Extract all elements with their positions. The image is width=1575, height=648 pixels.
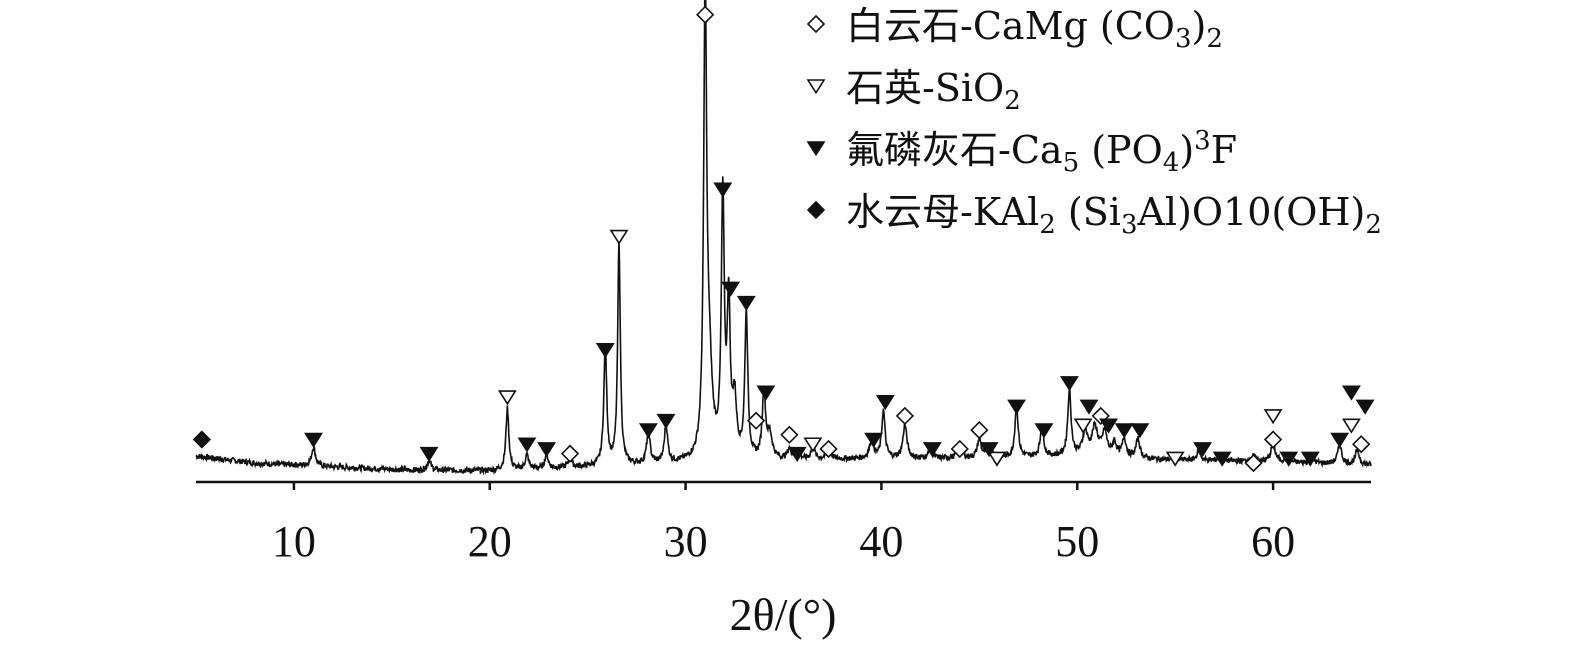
open-diamond-marker (1244, 453, 1263, 473)
filled-triangle-down-marker (1130, 423, 1150, 439)
peak-markers (192, 5, 1375, 473)
x-tick-label: 20 (468, 517, 512, 566)
filled-triangle-down-marker (979, 442, 999, 458)
open-diamond-marker (696, 5, 715, 24)
open-diamond-marker (780, 425, 799, 444)
open-triangle-down-marker (1341, 418, 1361, 434)
open-triangle-down-marker (1165, 451, 1185, 467)
legend-open-diamond-marker (806, 14, 826, 34)
filled-triangle-down-marker (736, 295, 756, 311)
legend-filled-triangle-down-marker (806, 141, 826, 157)
open-diamond-marker (819, 439, 838, 459)
filled-triangle-down-marker (1300, 451, 1320, 467)
legend-entry: 石英-SiO2​ (846, 66, 1021, 116)
filled-triangle-down-marker (595, 343, 615, 359)
x-tick-label: 60 (1251, 517, 1295, 566)
filled-triangle-down-marker (1099, 418, 1119, 434)
filled-triangle-down-marker (656, 413, 676, 429)
filled-triangle-down-marker (1059, 376, 1079, 392)
filled-triangle-down-marker (1034, 423, 1054, 439)
filled-triangle-down-marker (922, 442, 942, 458)
xrd-trace (195, 0, 1372, 476)
open-diamond-marker (970, 420, 989, 440)
filled-triangle-down-marker (1114, 423, 1134, 439)
filled-triangle-down-marker (1079, 399, 1099, 415)
filled-triangle-down-marker (419, 446, 439, 462)
open-diamond-marker (1352, 435, 1371, 454)
x-tick-label: 30 (664, 517, 708, 566)
x-axis-label: 2θ/(°) (730, 589, 837, 640)
filled-triangle-down-marker (304, 432, 323, 448)
filled-triangle-down-marker (787, 446, 807, 462)
filled-diamond-marker (192, 430, 212, 449)
x-ticks: 10 20 30 40 50 60 (272, 482, 1295, 566)
filled-triangle-down-marker (517, 437, 537, 453)
legend: 白云石-CaMg (CO3​)2​ 石英-SiO2​ 氟磷灰石-Ca5​ (PO4​… (806, 4, 1382, 240)
filled-triangle-down-marker (1212, 451, 1232, 467)
filled-triangle-down-marker (1341, 385, 1361, 401)
filled-triangle-down-marker (721, 281, 741, 297)
legend-entry: 白云石-CaMg (CO3​)2​ (846, 4, 1223, 54)
open-triangle-down-marker (803, 437, 823, 453)
filled-triangle-down-marker (713, 182, 733, 198)
filled-triangle-down-marker (756, 385, 776, 401)
open-diamond-marker (560, 444, 580, 463)
legend-entry: 水云母-KAl2​ (Si3​Al)O10(OH)2​ (846, 190, 1382, 240)
legend-filled-diamond-marker (806, 200, 826, 220)
open-diamond-marker (895, 406, 915, 426)
legend-open-triangle-down-marker (806, 79, 826, 95)
filled-triangle-down-marker (638, 423, 658, 439)
filled-triangle-down-marker (1330, 432, 1350, 448)
filled-triangle-down-marker (1007, 399, 1026, 415)
x-tick-label: 10 (272, 517, 316, 566)
open-triangle-down-marker (1263, 409, 1283, 425)
filled-triangle-down-marker (1193, 442, 1213, 458)
open-diamond-marker (1263, 430, 1283, 449)
x-tick-label: 40 (859, 517, 903, 566)
open-triangle-down-marker (1073, 418, 1093, 434)
legend-entry: 氟磷灰石-Ca5​ (PO4​)3​F (846, 126, 1237, 178)
filled-triangle-down-marker (864, 432, 884, 448)
open-triangle-down-marker (497, 390, 517, 406)
open-triangle-down-marker (609, 229, 629, 245)
open-triangle-down-marker (987, 451, 1007, 467)
x-tick-label: 50 (1055, 517, 1099, 566)
filled-triangle-down-marker (537, 442, 556, 458)
filled-triangle-down-marker (1355, 399, 1375, 415)
filled-triangle-down-marker (875, 394, 895, 411)
open-diamond-marker (950, 439, 969, 459)
open-diamond-marker (746, 411, 766, 430)
filled-triangle-down-marker (1279, 451, 1299, 467)
